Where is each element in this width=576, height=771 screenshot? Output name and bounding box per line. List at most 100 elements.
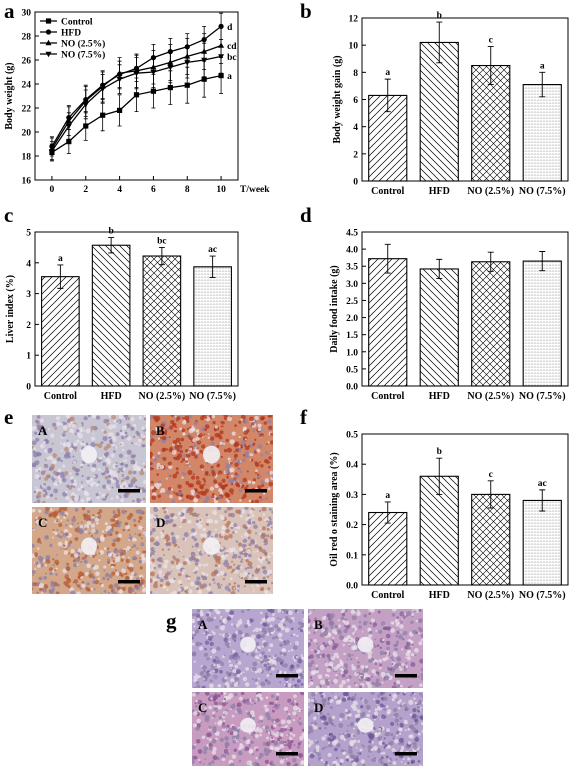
micrograph-cell — [172, 439, 178, 445]
micrograph-cell — [157, 494, 162, 498]
micrograph-cell — [276, 656, 279, 659]
micrograph-cell — [408, 699, 414, 705]
micrograph-cell — [70, 553, 75, 558]
micrograph-cell — [326, 712, 330, 716]
micrograph-cell — [73, 479, 77, 483]
micrograph-cell — [192, 631, 195, 635]
micrograph-cell — [172, 422, 175, 426]
micrograph-cell — [230, 547, 236, 553]
micrograph-cell — [245, 484, 249, 488]
micrograph-cell — [277, 609, 282, 613]
micrograph-cell — [233, 571, 236, 574]
micrograph-cell — [245, 710, 248, 713]
micrograph-cell — [211, 750, 217, 755]
micrograph-cell — [198, 709, 202, 713]
chart-c-category-label: NO (2.5%) — [139, 391, 186, 402]
micrograph-cell — [128, 512, 134, 518]
micrograph-cell — [336, 743, 341, 748]
micrograph-cell — [302, 620, 304, 623]
micrograph-cell — [77, 487, 81, 492]
micrograph-cell — [209, 679, 213, 683]
micrograph-cell — [44, 463, 49, 469]
micrograph-cell — [401, 617, 404, 620]
micrograph-cell — [185, 495, 189, 498]
micrograph-cell — [198, 646, 204, 651]
chart-a-ytick-label: 26 — [22, 57, 32, 67]
micrograph-cell — [35, 468, 39, 473]
micrograph-cell — [117, 533, 123, 538]
micrograph-cell — [100, 592, 103, 594]
micrograph-cell — [392, 735, 395, 738]
micrograph-cell — [204, 471, 209, 476]
micrograph-cell — [150, 530, 153, 536]
micrograph-cell — [219, 430, 224, 435]
micrograph-cell — [252, 629, 255, 633]
micrograph-cell — [185, 452, 191, 458]
micrograph-cell — [347, 696, 351, 701]
micrograph-cell — [228, 660, 232, 663]
chart-a-xtick-label: 6 — [151, 185, 156, 195]
micrograph-cell — [41, 500, 46, 503]
micrograph-cell — [65, 496, 70, 501]
chart-c-sig-label: a — [58, 254, 63, 264]
chart-f-sig-label: b — [437, 447, 442, 457]
micrograph-cell — [127, 529, 130, 532]
micrograph-cell — [214, 533, 219, 538]
micrograph-cell — [95, 517, 100, 522]
micrograph-cell — [191, 535, 195, 540]
micrograph-cell — [214, 722, 217, 725]
micrograph-cell — [204, 640, 210, 645]
micrograph-cell — [34, 568, 37, 571]
micrograph-cell — [274, 705, 280, 710]
micrograph-cell — [277, 617, 280, 620]
micrograph-cell — [107, 558, 110, 562]
micrograph-cell — [387, 711, 391, 715]
micrograph-cell — [394, 750, 397, 753]
micrograph-cell — [216, 582, 220, 586]
micrograph-cell — [91, 528, 96, 534]
micrograph-cell — [135, 430, 139, 435]
micrograph-cell — [229, 610, 235, 616]
micrograph-cell — [60, 548, 62, 550]
micrograph-cell — [122, 459, 125, 462]
micrograph-cell — [261, 724, 263, 727]
micrograph-cell — [211, 493, 215, 496]
micrograph-cell — [229, 671, 233, 675]
micrograph-cell — [243, 585, 246, 588]
micrograph-cell — [117, 470, 121, 474]
micrograph-cell — [212, 755, 218, 761]
micrograph-cell — [261, 532, 267, 538]
micrograph-cell — [268, 507, 272, 511]
chart-d-ytick-label: 0.0 — [346, 383, 358, 393]
micrograph-cell — [90, 442, 96, 448]
micrograph-cell — [158, 480, 162, 484]
micrograph-cell — [108, 469, 113, 474]
micrograph-cell — [102, 462, 107, 467]
micrograph-cell — [56, 553, 58, 556]
micrograph-cell — [99, 456, 103, 460]
micrograph-cell — [226, 499, 231, 503]
micrograph-cell — [135, 485, 138, 488]
micrograph-cell — [266, 617, 272, 623]
micrograph-cell — [245, 517, 249, 521]
micrograph-cell — [228, 654, 234, 660]
micrograph-cell — [274, 742, 277, 746]
micrograph-cell — [383, 658, 387, 662]
micrograph-cell — [292, 733, 296, 737]
micrograph-cell — [391, 748, 396, 753]
micrograph-cell — [396, 692, 401, 695]
micrograph-cell — [368, 740, 372, 744]
micrograph-cell — [192, 723, 198, 728]
micrograph-cell — [49, 571, 53, 576]
micrograph-cell — [63, 581, 68, 585]
micrograph-cell — [238, 547, 244, 552]
micrograph-cell — [71, 495, 75, 499]
micrograph-cell — [345, 666, 348, 669]
chart-a-point — [150, 88, 157, 94]
micrograph-cell — [339, 712, 345, 719]
micrograph-cell — [269, 534, 273, 540]
micrograph-cell — [52, 529, 55, 532]
micrograph-cell — [241, 632, 243, 635]
micrograph-cell — [233, 587, 236, 590]
chart-d-ytick-label: 4.5 — [346, 229, 358, 239]
